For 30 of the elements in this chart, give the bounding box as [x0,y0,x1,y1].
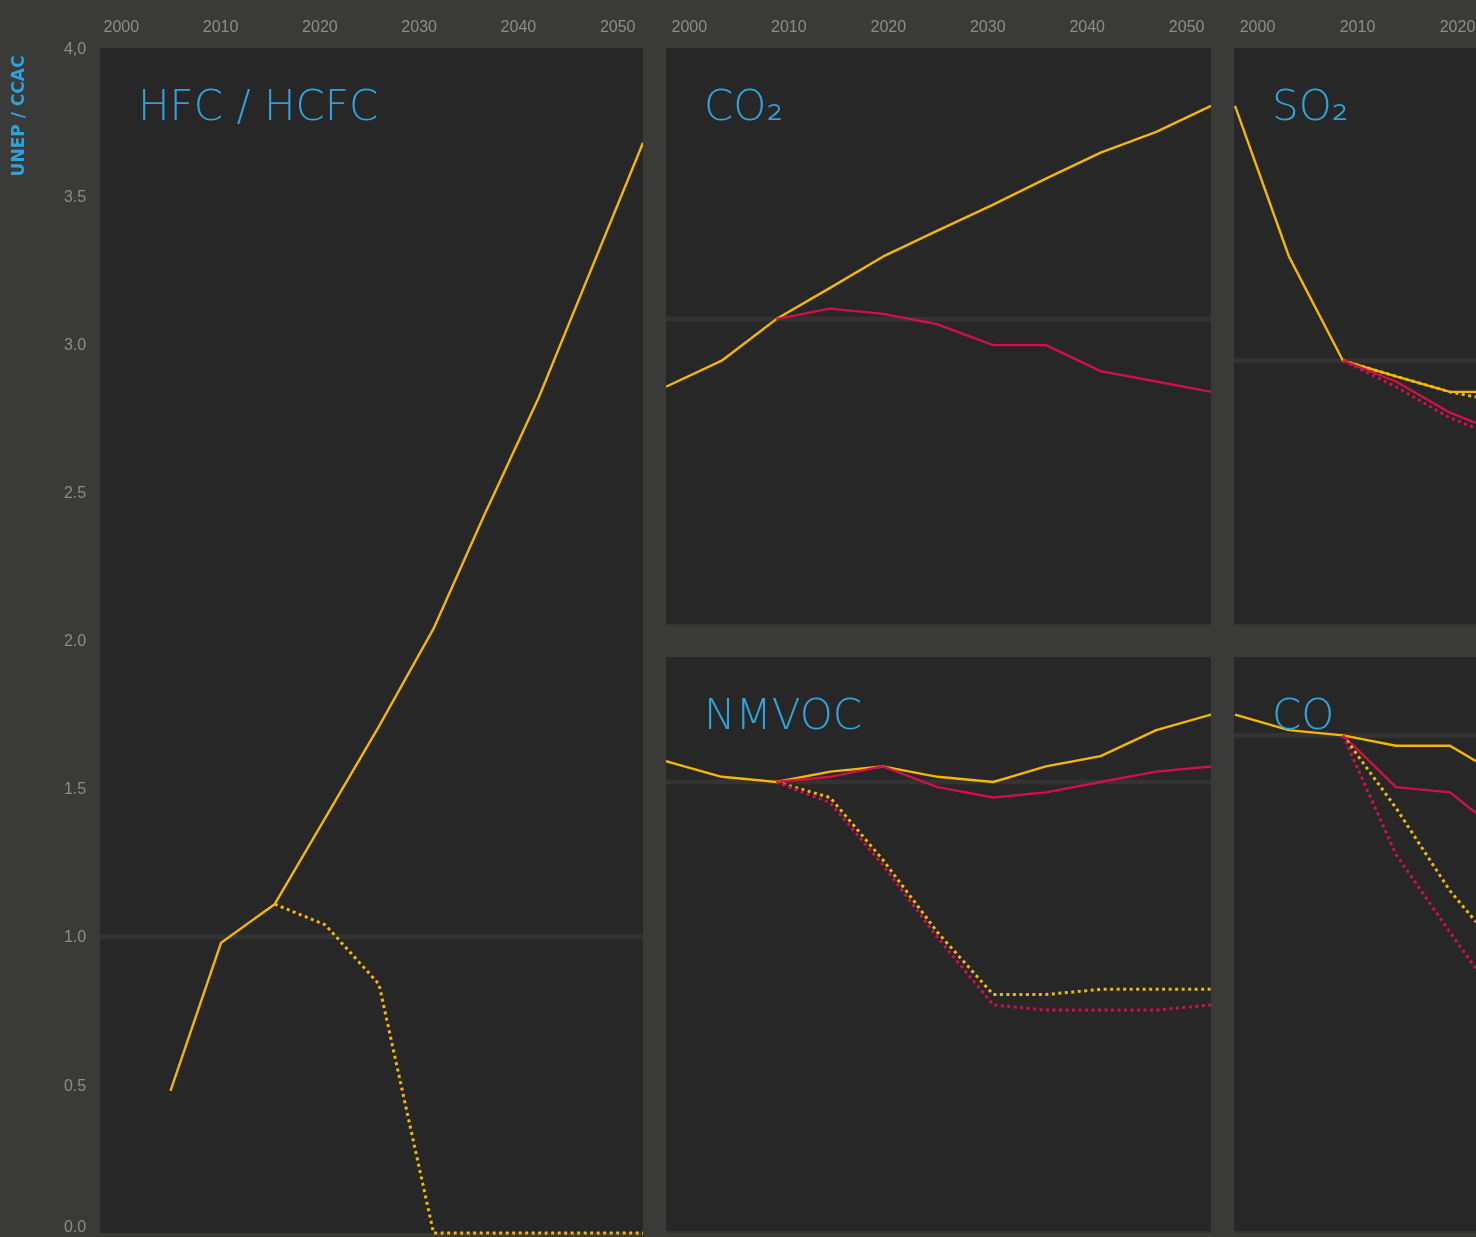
y-tick-label: 1.5 [63,780,87,798]
y-tick-label: 0.0 [63,1218,87,1236]
x-tick-label: 2040 [500,17,537,35]
x-tick-label: 2050 [599,17,636,35]
x-tick-label: 2030 [969,17,1006,35]
x-tick-label: 2010 [771,17,807,35]
x-tick-label: 2050 [1168,17,1205,35]
x-tick-label: 2040 [1069,17,1106,35]
x-tick-label: 2020 [1439,17,1476,35]
y-tick-label: 0.5 [63,1076,87,1094]
x-tick-label: 2020 [870,17,907,35]
y-tick-label: 4,0 [63,39,87,57]
x-tick-label: 2020 [302,17,338,35]
chart-title: CO₂ [704,81,784,130]
chart-title: CO [1272,690,1335,739]
x-tick-label: 2010 [202,17,239,35]
text: UNEP / CCAC [8,55,28,177]
x-tick-label: 2010 [1339,17,1376,35]
chart-title: SO₂ [1272,81,1349,130]
y-tick-label: 2.0 [63,632,87,650]
chart-title: NMVOC [704,690,863,739]
y-tick-label: 1.0 [63,928,87,946]
x-tick-label: 2000 [671,17,708,35]
y-tick-label: 2.5 [63,483,87,501]
x-tick-label: 2030 [401,17,438,35]
x-tick-label: 2000 [103,17,140,35]
y-tick-label: 3.5 [63,187,87,205]
x-tick-label: 2000 [1239,17,1276,35]
y-tick-label: 3.0 [63,335,87,353]
text: HFC / HCFC [138,81,379,130]
